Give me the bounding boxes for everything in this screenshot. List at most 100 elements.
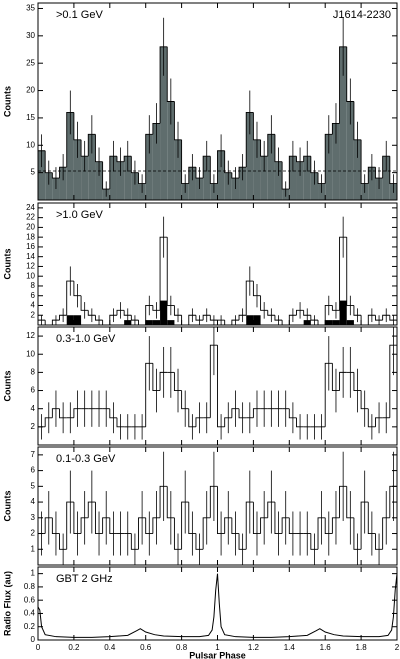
bar (296, 161, 304, 200)
histogram-step (73, 502, 82, 534)
histogram-step (202, 314, 211, 321)
y-tick-label: 4 (31, 404, 36, 413)
histogram-step (217, 486, 225, 534)
histogram-step (202, 517, 211, 550)
histogram-step (224, 150, 232, 174)
annotation: J1614-2230 (333, 9, 391, 21)
histogram-step (109, 155, 117, 190)
histogram-step (331, 122, 340, 135)
histogram-step (51, 319, 60, 325)
histogram-step (375, 315, 383, 321)
histogram-step (375, 417, 383, 427)
histogram-step (188, 502, 196, 534)
histogram-step (116, 417, 125, 428)
y-axis-label: Counts (2, 491, 12, 522)
histogram-step (224, 517, 232, 534)
y-tick-label: 4 (31, 497, 36, 506)
histogram-step (310, 533, 319, 550)
histogram-step (346, 237, 354, 306)
histogram-step (166, 46, 175, 102)
histogram-step (87, 310, 96, 316)
bar (303, 320, 311, 325)
y-tick-label: 22 (26, 213, 35, 222)
histogram-step (87, 133, 96, 157)
histogram-step (367, 408, 376, 428)
y-tick-label: 0.8 (24, 582, 36, 591)
histogram-step (303, 155, 311, 162)
panel-label: 0.3-1.0 GeV (56, 333, 116, 345)
x-tick-label: 0 (36, 643, 41, 652)
histogram-step (138, 320, 146, 325)
bar (246, 315, 254, 325)
panel-label: >0.1 GeV (56, 9, 103, 21)
histogram-step (331, 305, 340, 311)
panel: 0 0.2 0.4 0.6 0.8 1 0 0.2 0.4 0.6 0.8 1 1.2 1.4 1.6 1.8… (2, 566, 400, 659)
histogram-step (389, 315, 397, 321)
histogram-step (288, 517, 297, 534)
y-axis-label: Radio Flux (au) (2, 571, 12, 636)
histogram-step (130, 156, 139, 174)
bar (346, 101, 354, 200)
bar (45, 172, 53, 200)
histogram-step (245, 280, 254, 316)
bar (325, 134, 333, 200)
histogram-step (38, 319, 46, 325)
histogram-step (44, 517, 53, 534)
y-tick-label: 15 (26, 113, 35, 122)
histogram-step (267, 501, 275, 518)
histogram-step (260, 517, 268, 534)
bar (260, 156, 268, 200)
y-tick-label: 6 (31, 466, 36, 475)
histogram-step (159, 371, 168, 391)
histogram-step (317, 172, 326, 185)
y-tick-label: 10 (26, 349, 35, 358)
bar (38, 150, 46, 200)
bar (253, 315, 261, 325)
histogram-step (59, 533, 67, 550)
bar (339, 46, 347, 200)
bar (310, 172, 319, 200)
histogram-step (138, 517, 146, 550)
radio-profile (38, 573, 397, 638)
y-tick-label: 12 (26, 262, 35, 271)
y-tick-label: 24 (26, 203, 35, 212)
bar (246, 112, 254, 200)
bar (188, 167, 196, 200)
bar (88, 134, 96, 200)
y-tick-label: 2 (31, 422, 36, 431)
histogram-step (389, 344, 397, 418)
histogram-step (145, 517, 153, 534)
histogram-step (274, 502, 283, 534)
histogram-step (375, 533, 383, 550)
histogram-step (339, 371, 347, 391)
histogram-step (339, 236, 347, 311)
histogram-step (159, 46, 168, 124)
histogram-step (130, 533, 139, 550)
y-tick-label: 0.2 (24, 622, 36, 631)
histogram-step (324, 305, 333, 325)
x-tick-label: 2 (395, 643, 400, 652)
bar (109, 156, 117, 200)
y-tick-label: 35 (26, 4, 35, 13)
histogram-step (382, 517, 390, 550)
histogram-step (353, 517, 362, 550)
y-tick-label: 20 (26, 223, 35, 232)
panel: 1 2 3 4 5 6 7 0.1-0.3 GeV Counts (2, 446, 398, 566)
histogram-step (66, 111, 74, 168)
histogram-step (367, 314, 376, 325)
histogram-step (159, 236, 168, 311)
histogram-step (310, 156, 319, 174)
histogram-step (102, 517, 110, 534)
histogram-step (123, 155, 132, 162)
histogram-step (288, 408, 297, 419)
bar (167, 320, 175, 325)
histogram-step (73, 112, 82, 141)
y-tick-label: 0 (31, 635, 36, 644)
y-tick-label: 6 (31, 291, 36, 300)
y-tick-label: 25 (26, 58, 35, 67)
y-tick-label: 1 (31, 569, 36, 578)
histogram-step (173, 305, 182, 316)
plot-area (38, 216, 397, 325)
histogram-step (217, 345, 225, 428)
